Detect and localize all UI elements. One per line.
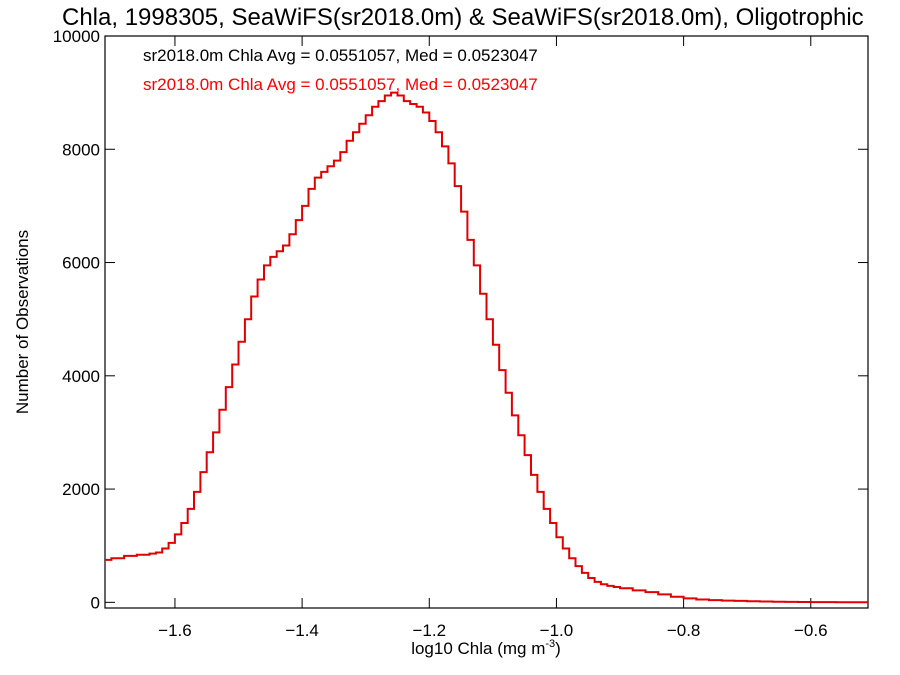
plot-area: −1.6 −1.4 −1.2 −1.0 −0.8 −0.6 0 2000 4000 6000 80… xyxy=(53,27,869,640)
x-axis-label-main: log10 Chla (mg m xyxy=(411,639,545,658)
y-tick-label: 6000 xyxy=(62,254,100,273)
histogram-series-line xyxy=(105,91,868,604)
y-axis-ticks: 0 2000 4000 6000 8000 10000 xyxy=(53,27,868,612)
x-tick-label: −0.6 xyxy=(794,621,828,640)
x-tick-label: −1.4 xyxy=(285,621,319,640)
stat-annotation-red: sr2018.0m Chla Avg = 0.0551057, Med = 0.… xyxy=(143,75,538,94)
plot-frame xyxy=(104,35,869,609)
stat-annotation-black: sr2018.0m Chla Avg = 0.0551057, Med = 0.… xyxy=(143,46,538,65)
y-axis-label: Number of Observations xyxy=(13,230,32,414)
x-axis-label-suffix: ) xyxy=(555,639,561,658)
x-tick-label: −0.8 xyxy=(667,621,701,640)
x-axis-label: log10 Chla (mg m-3) xyxy=(411,638,561,658)
y-tick-label: 4000 xyxy=(62,367,100,386)
x-tick-label: −1.0 xyxy=(540,621,574,640)
x-axis-label-superscript: -3 xyxy=(545,638,555,650)
y-tick-label: 8000 xyxy=(62,140,100,159)
x-tick-label: −1.2 xyxy=(412,621,446,640)
chart-title: Chla, 1998305, SeaWiFS(sr2018.0m) & SeaW… xyxy=(62,4,864,31)
y-tick-label: 10000 xyxy=(53,27,100,46)
x-tick-label: −1.6 xyxy=(158,621,192,640)
y-tick-label: 0 xyxy=(91,593,100,612)
y-tick-label: 2000 xyxy=(62,480,100,499)
x-axis-ticks: −1.6 −1.4 −1.2 −1.0 −0.8 −0.6 xyxy=(158,36,828,640)
